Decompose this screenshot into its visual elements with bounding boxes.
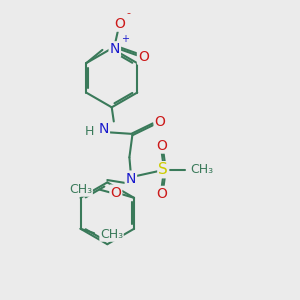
Text: O: O [114, 17, 124, 31]
Text: +: + [121, 34, 129, 44]
Text: O: O [154, 115, 165, 129]
Text: N: N [99, 122, 109, 136]
Text: O: O [138, 50, 149, 64]
Text: S: S [158, 162, 168, 177]
Text: O: O [110, 185, 121, 200]
Text: N: N [126, 172, 136, 186]
Text: CH₃: CH₃ [100, 228, 123, 241]
Text: N: N [110, 42, 120, 56]
Text: O: O [156, 187, 167, 201]
Text: H: H [85, 125, 94, 138]
Text: -: - [126, 8, 130, 18]
Text: O: O [156, 139, 167, 153]
Text: CH₃: CH₃ [190, 163, 214, 176]
Text: CH₃: CH₃ [69, 183, 92, 196]
